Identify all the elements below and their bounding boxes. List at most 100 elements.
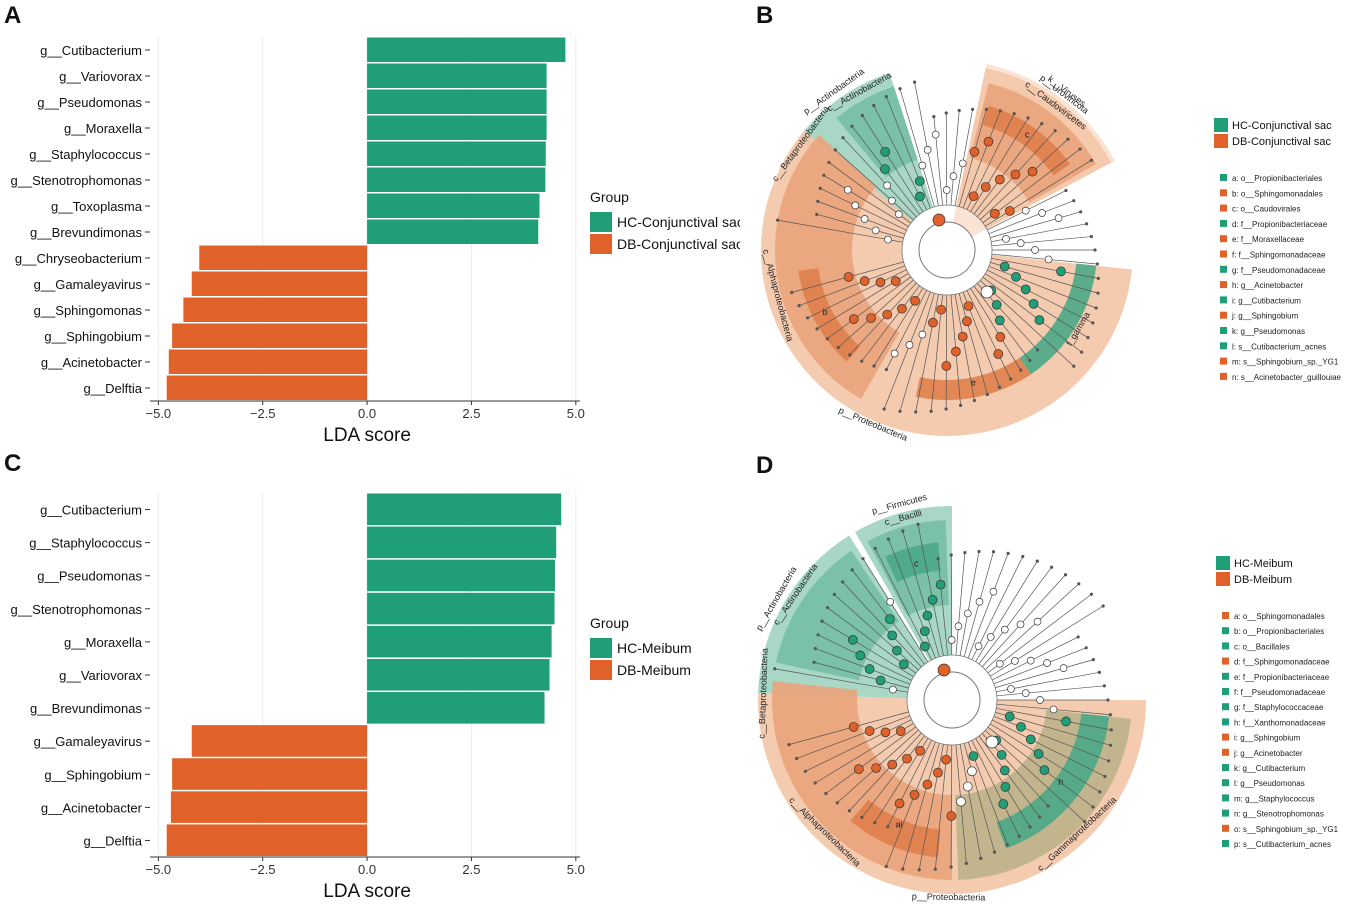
tree-branch [887, 739, 932, 827]
taxon-label: h: g__Acinetobacter [1232, 281, 1303, 290]
tree-branch [862, 115, 924, 213]
y-tick-label: g__Chryseobacterium [15, 251, 142, 266]
bar [367, 658, 550, 691]
tree-branch [991, 236, 1092, 247]
leaf-node [936, 557, 940, 561]
x-tick-label: 0.0 [358, 406, 376, 421]
leaf-node [977, 549, 981, 554]
taxon-swatch [1220, 357, 1227, 365]
tree-branch [888, 538, 936, 659]
leaf-node [835, 801, 839, 805]
tree-node [1021, 689, 1030, 697]
bar [367, 592, 555, 625]
tree-branch [978, 735, 1040, 818]
tree-node [967, 766, 977, 777]
tree-node [910, 295, 920, 306]
y-tick-label: g__Stenotrophomonas [10, 602, 142, 617]
leaf-node [917, 868, 921, 872]
tree-branch [902, 530, 940, 657]
legend-label: DB-Meibum [617, 662, 691, 678]
leaf-node [1036, 348, 1040, 352]
tree-node [915, 745, 925, 756]
tree-branch [914, 82, 939, 206]
tree-node [1033, 749, 1044, 759]
tree-branch [988, 200, 1074, 235]
tree-node [909, 790, 920, 800]
leaf-node [1091, 321, 1095, 325]
leaf-node [1091, 805, 1095, 809]
tree-branch [788, 711, 909, 745]
leaf-node [818, 186, 822, 190]
tree-node [883, 181, 892, 190]
leaf-node [929, 409, 933, 413]
y-tick-label: g__Variovorax [59, 69, 142, 84]
leaf-node [998, 109, 1002, 113]
taxon-label: l: g__Pseudomonas [1234, 779, 1305, 788]
leaf-node [803, 769, 808, 773]
tree-branch [886, 96, 931, 209]
clade-label: c [1025, 130, 1030, 140]
leaf-node [884, 864, 888, 869]
leaf-node [949, 865, 953, 869]
leaf-node [1009, 377, 1013, 381]
tree-node [932, 213, 946, 227]
tree-branch [823, 174, 909, 227]
tree-node [851, 201, 860, 210]
tree-node [936, 304, 946, 315]
leaf-node [984, 107, 988, 111]
leaf-node [898, 409, 902, 413]
tree-node [1000, 625, 1009, 634]
taxon-label: b: o__Propionibacteriales [1234, 627, 1324, 636]
taxon-swatch [1220, 219, 1227, 227]
leaf-node [1078, 147, 1082, 151]
bar [367, 219, 539, 244]
panel-letter-b: B [756, 2, 774, 29]
tree-node [886, 597, 895, 606]
tree-branch [842, 581, 922, 668]
taxon-swatch [1220, 235, 1227, 243]
leaf-node [944, 111, 948, 115]
tree-node [859, 276, 870, 286]
leaf-node [825, 606, 830, 610]
y-tick-label: g__Gamaleyavirus [34, 734, 143, 749]
tree-branch [970, 288, 1022, 371]
clade-label: e [971, 377, 976, 387]
tree-node [887, 759, 898, 770]
leaf-node [964, 861, 968, 865]
tree-branch [988, 265, 1097, 309]
y-tick-label: g__Sphingobium [44, 329, 142, 344]
tree-branch [975, 560, 1038, 662]
tree-branch [975, 738, 1031, 828]
tree-branch [995, 659, 1094, 688]
leaf-node [1028, 825, 1032, 829]
tree-node [958, 159, 967, 168]
tree-node [933, 767, 943, 778]
tree-branch [821, 620, 914, 677]
tree-node [871, 226, 880, 235]
tree-node [1054, 214, 1063, 222]
taxon-swatch [1220, 204, 1227, 212]
tree-node [914, 176, 925, 187]
leaf-node [860, 359, 864, 363]
taxon-swatch [1222, 840, 1229, 847]
x-tick-label: −2.5 [250, 862, 276, 877]
leaf-node [813, 781, 817, 785]
taxon-label: n: g__Stenotrophomonas [1234, 810, 1324, 819]
x-tick-label: 2.5 [462, 862, 480, 877]
leaf-node [991, 550, 996, 554]
leaf-node [1063, 573, 1068, 577]
taxon-swatch [1220, 327, 1227, 334]
tree-node [1061, 716, 1071, 727]
tree-node [957, 331, 968, 342]
tree-branch [918, 744, 944, 870]
taxon-swatch [1220, 372, 1227, 380]
taxon-swatch [1220, 250, 1227, 258]
leaf-node [1089, 158, 1093, 162]
leaf-node [1012, 112, 1016, 116]
taxon-swatch [1220, 189, 1227, 197]
tree-node [1000, 782, 1011, 792]
tree-branch [982, 148, 1081, 224]
leaf-node [816, 199, 820, 203]
taxon-label: g: f__Pseudomonadaceae [1232, 266, 1326, 275]
